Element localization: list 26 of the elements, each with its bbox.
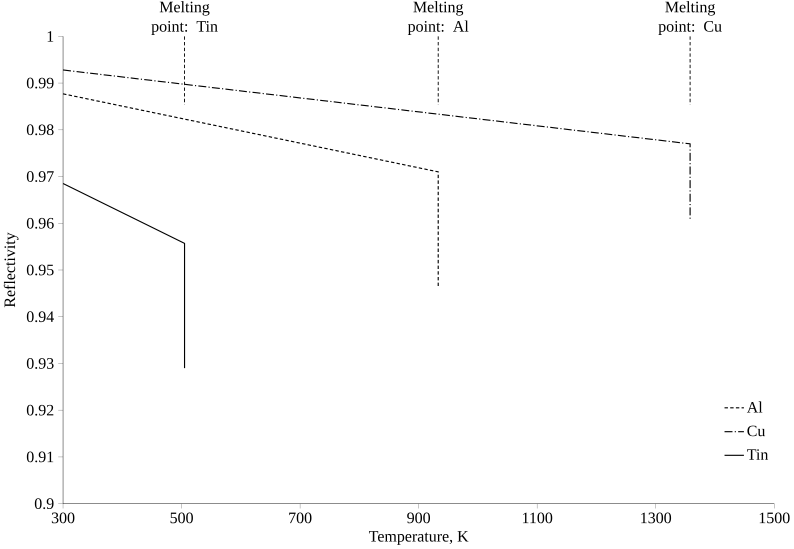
y-tick-label: 0.93 — [26, 358, 54, 370]
ref-line-label: Melting point: Tin — [151, 1, 218, 36]
y-tick-label: 0.9 — [34, 498, 54, 510]
y-tick-label: 0.94 — [26, 311, 54, 322]
ref-line-label: Melting point: Al — [408, 1, 468, 36]
y-tick-label: 0.92 — [26, 404, 54, 416]
y-tick-label: 0.96 — [26, 218, 54, 229]
y-tick-label: 0.98 — [26, 124, 54, 136]
y-tick-label: 0.97 — [26, 171, 54, 182]
y-tick-label: 0.95 — [26, 264, 54, 276]
x-tick-label: 700 — [289, 512, 312, 524]
ref-line-label: Melting point: Cu — [658, 1, 722, 36]
x-tick-label: 500 — [170, 512, 193, 524]
legend-label: Cu — [747, 426, 766, 436]
x-tick-label: 300 — [52, 512, 74, 524]
legend-label: Al — [746, 402, 762, 413]
x-tick-label: 1100 — [522, 512, 552, 524]
y-tick-label: 1 — [48, 31, 54, 42]
x-tick-label: 1500 — [760, 512, 790, 524]
y-tick-label: 0.99 — [26, 78, 54, 89]
x-tick-label: 900 — [407, 512, 430, 524]
legend-label: Tin — [747, 449, 768, 460]
y-tick-label: 0.91 — [26, 452, 54, 462]
x-axis-title: Temperature, K — [368, 531, 468, 546]
x-tick-label: 1300 — [641, 512, 672, 524]
y-axis-title: Reflectivity — [4, 232, 18, 308]
